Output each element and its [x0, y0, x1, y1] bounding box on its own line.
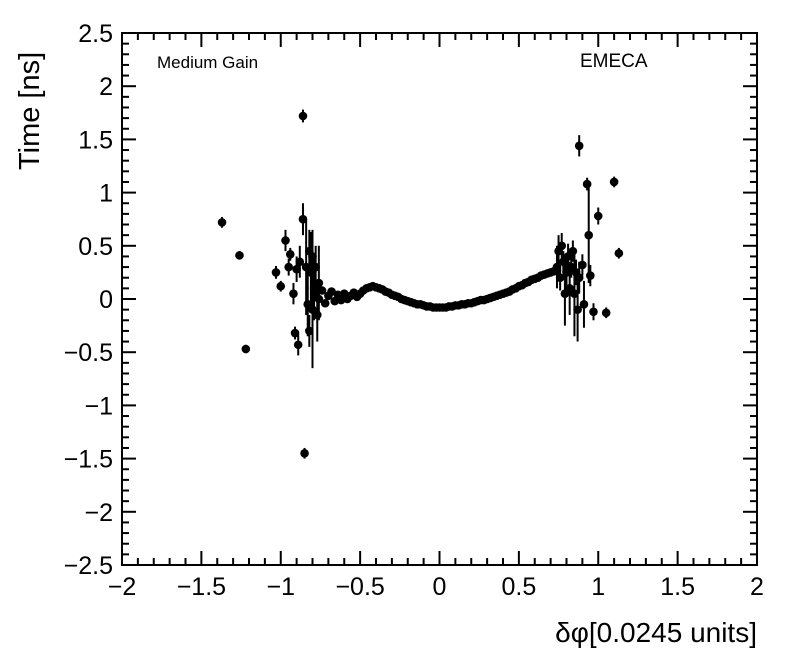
data-point — [601, 308, 611, 318]
x-tick-label: 1 — [591, 573, 605, 601]
data-point — [295, 257, 305, 267]
data-point — [578, 260, 587, 270]
x-axis-title: δφ[0.0245 units] — [555, 617, 757, 648]
data-point — [568, 246, 578, 256]
data-point — [292, 264, 301, 274]
data-point — [330, 296, 340, 306]
data-point — [241, 344, 251, 354]
series-left-outliers — [217, 109, 324, 459]
data-point — [235, 251, 244, 260]
frame-rect — [121, 32, 758, 566]
detector-annotation: EMECA — [580, 51, 648, 72]
data-point — [570, 289, 579, 298]
y-tick-label: 2 — [99, 73, 113, 101]
data-point — [298, 214, 308, 224]
x-tick-label: 1.5 — [660, 573, 695, 601]
y-tick-label: 2.5 — [78, 20, 113, 48]
data-point — [574, 141, 584, 151]
data-point — [293, 340, 303, 350]
data-point — [284, 262, 293, 272]
plot-frame — [121, 32, 758, 566]
data-point — [336, 295, 346, 305]
y-tick-label: 0.5 — [78, 233, 113, 261]
data-point — [312, 310, 322, 320]
x-tick-label: −2 — [108, 573, 137, 601]
data-point — [300, 448, 309, 458]
data-points — [217, 109, 624, 459]
x-tick-label: 0.5 — [501, 573, 536, 601]
data-point — [317, 286, 327, 295]
data-point — [574, 273, 584, 283]
data-point — [582, 179, 592, 189]
x-tick-label: −1.5 — [177, 573, 226, 601]
series-central-band — [311, 265, 562, 312]
data-point — [593, 211, 603, 221]
x-tick-label: −0.5 — [335, 573, 384, 601]
data-point — [555, 273, 565, 283]
y-tick-label: −0.5 — [64, 339, 113, 367]
data-point — [579, 300, 589, 309]
data-point — [573, 305, 582, 314]
data-point — [289, 289, 298, 298]
y-tick-label: −2 — [84, 499, 113, 527]
data-point — [584, 230, 594, 240]
data-point — [271, 268, 281, 277]
data-point — [314, 278, 324, 288]
data-point — [589, 307, 598, 317]
x-tick-label: 2 — [750, 573, 764, 601]
data-point — [305, 326, 314, 336]
data-point — [557, 241, 567, 251]
y-tick-label: 1 — [99, 180, 113, 208]
gain-annotation: Medium Gain — [157, 53, 259, 72]
tick-labels: −2 −1.5 −1 −0.5 0 0.5 1 1.5 2−2.5−2−1.5−1−0.500.… — [64, 20, 764, 601]
data-point — [327, 287, 336, 296]
x-tick-label: −1 — [266, 573, 295, 601]
series-right-outliers — [552, 135, 624, 342]
data-point — [320, 298, 330, 308]
y-tick-label: −1.5 — [64, 446, 113, 474]
x-tick-label: 0 — [433, 573, 447, 601]
data-point — [276, 281, 286, 291]
axis-ticks — [121, 32, 758, 566]
data-point — [281, 236, 290, 245]
data-point — [285, 250, 295, 259]
y-tick-label: 1.5 — [78, 126, 113, 154]
y-tick-label: −2.5 — [64, 552, 113, 580]
y-axis-title: Time [ns] — [14, 51, 46, 170]
y-tick-label: −1 — [84, 392, 113, 420]
data-point — [609, 177, 619, 187]
data-point — [311, 262, 320, 272]
data-point — [298, 111, 308, 121]
data-point — [614, 248, 624, 258]
y-tick-label: 0 — [99, 286, 113, 314]
data-point — [586, 271, 595, 280]
data-point — [290, 328, 300, 338]
data-point — [217, 218, 227, 227]
